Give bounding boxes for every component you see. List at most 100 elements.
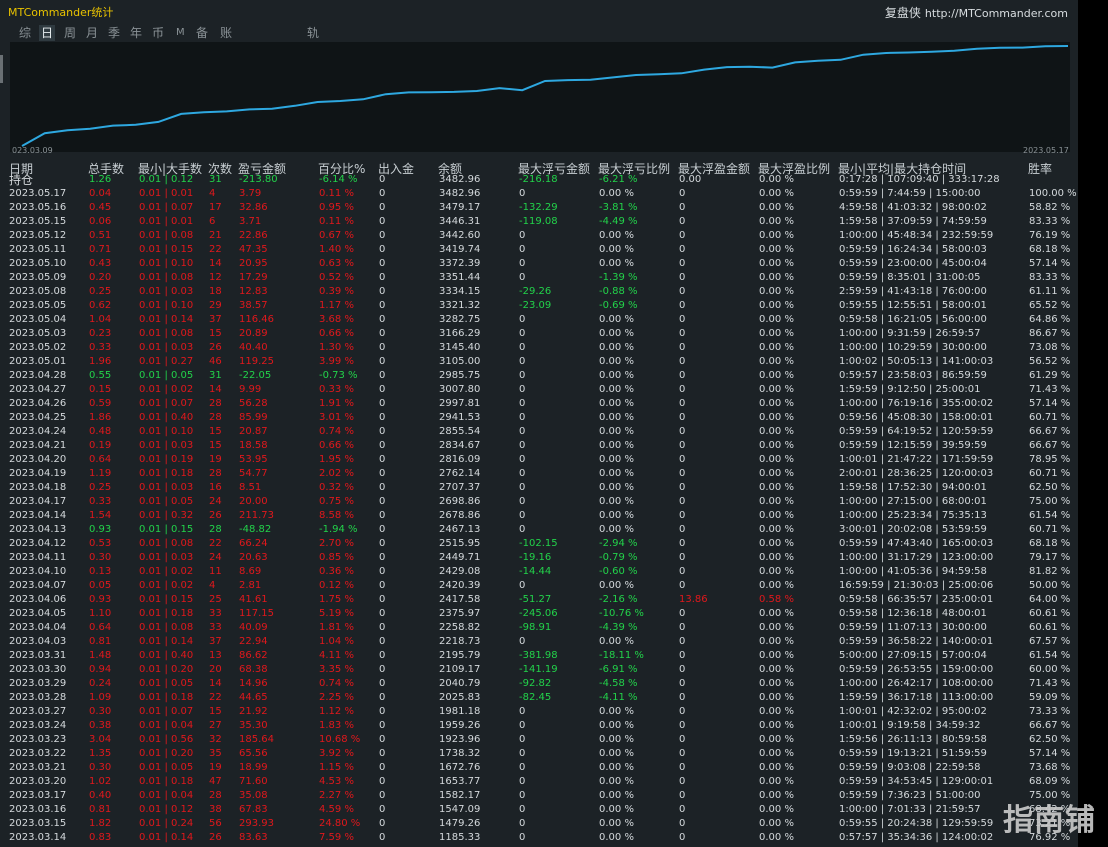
table-row[interactable]: 2023.03.16 0.81 0.01 | 0.12 38 67.83 4.59 % 0 1… (0, 803, 1078, 817)
tab-note[interactable]: 备 (196, 26, 209, 40)
table-row[interactable]: 2023.04.19 1.19 0.01 | 0.18 28 54.77 2.02 % 0 2… (0, 467, 1078, 481)
table-row[interactable]: 2023.03.15 1.82 0.01 | 0.24 56 293.93 24.80 %… (0, 817, 1078, 831)
table-row[interactable]: 2023.04.17 0.33 0.01 | 0.05 24 20.00 0.75 % 0 2… (0, 495, 1078, 509)
col-mfp-pct[interactable]: 最大浮盈比例 (758, 162, 831, 176)
table-row[interactable]: 2023.05.08 0.25 0.01 | 0.03 18 12.83 0.39 % 0 3… (0, 285, 1078, 299)
cell-count: 4 (209, 188, 216, 199)
table-row[interactable]: 2023.03.28 1.09 0.01 | 0.18 22 44.65 2.25 % 0 2… (0, 691, 1078, 705)
table-row[interactable]: 2023.04.10 0.13 0.01 | 0.02 11 8.69 0.36 % 0 24… (0, 565, 1078, 579)
tab-month[interactable]: 月 (86, 26, 99, 40)
table-row[interactable]: 2023.04.26 0.59 0.01 | 0.07 28 56.28 1.91 % 0 2… (0, 397, 1078, 411)
table-row[interactable]: 2023.05.01 1.96 0.01 | 0.27 46 119.25 3.99 % 0… (0, 355, 1078, 369)
table-row[interactable]: 2023.04.04 0.64 0.01 | 0.08 33 40.09 1.81 % 0 2… (0, 621, 1078, 635)
table-row[interactable]: 2023.05.16 0.45 0.01 | 0.07 17 32.86 0.95 % 0 3… (0, 201, 1078, 215)
cell-pct: 1.30 % (319, 342, 354, 353)
table-row[interactable]: 2023.05.10 0.43 0.01 | 0.10 14 20.95 0.63 % 0 3… (0, 257, 1078, 271)
table-row[interactable]: 2023.04.11 0.30 0.01 | 0.03 24 20.63 0.85 % 0 2… (0, 551, 1078, 565)
table-row[interactable]: 2023.04.21 0.19 0.01 | 0.03 15 18.58 0.66 % 0 2… (0, 439, 1078, 453)
tab-quarter[interactable]: 季 (108, 26, 121, 40)
cell-count: 22 (209, 244, 222, 255)
cell-mfp-amt: 0 (679, 832, 686, 843)
table-row[interactable]: 2023.04.07 0.05 0.01 | 0.02 4 2.81 0.12 % 0 242… (0, 579, 1078, 593)
table-row[interactable]: 2023.04.13 0.93 0.01 | 0.15 28 -48.82 -1.94 %… (0, 523, 1078, 537)
cell-io: 0 (379, 524, 386, 535)
cell-hold-time: 1:59:58 | 17:52:30 | 94:00:01 (839, 482, 987, 493)
table-row[interactable]: 2023.03.29 0.24 0.01 | 0.05 14 14.96 0.74 % 0 2… (0, 677, 1078, 691)
table-row[interactable]: 2023.03.27 0.30 0.01 | 0.07 15 21.92 1.12 % 0 1… (0, 705, 1078, 719)
table-row[interactable]: 2023.03.30 0.94 0.01 | 0.20 20 68.38 3.35 % 0 2… (0, 663, 1078, 677)
col-io[interactable]: 出入金 (378, 162, 415, 176)
table-row[interactable]: 2023.04.05 1.10 0.01 | 0.18 33 117.15 5.19 % 0… (0, 607, 1078, 621)
table-row[interactable]: 2023.05.05 0.62 0.01 | 0.10 29 38.57 1.17 % 0 3… (0, 299, 1078, 313)
holding-row[interactable]: 持仓 1.26 0.01 | 0.12 31 -213.80 -6.14 % 0… (0, 173, 1078, 187)
table-row[interactable]: 2023.04.18 0.25 0.01 | 0.03 16 8.51 0.32 % 0 27… (0, 481, 1078, 495)
tab-symbol[interactable]: 币 (152, 26, 165, 40)
table-row[interactable]: 2023.04.24 0.48 0.01 | 0.10 15 20.87 0.74 % 0 2… (0, 425, 1078, 439)
cell-lots: 0.04 (89, 188, 112, 199)
cell-mfp-pct: 0.00 % (759, 370, 794, 381)
col-mfl-amt[interactable]: 最大浮亏金额 (518, 162, 591, 176)
col-count[interactable]: 次数 (208, 162, 233, 176)
table-row[interactable]: 2023.05.12 0.51 0.01 | 0.08 21 22.86 0.67 % 0 3… (0, 229, 1078, 243)
col-hold-time[interactable]: 最小|平均|最大持仓时间 (838, 162, 967, 176)
cell-io: 0 (379, 300, 386, 311)
cell-mfl-amt: -51.27 (519, 594, 552, 605)
tab-week[interactable]: 周 (64, 26, 77, 40)
table-row[interactable]: 2023.05.02 0.33 0.01 | 0.03 26 40.40 1.30 % 0 3… (0, 341, 1078, 355)
col-balance[interactable]: 余额 (438, 162, 463, 176)
table-row[interactable]: 2023.04.12 0.53 0.01 | 0.08 22 66.24 2.70 % 0 2… (0, 537, 1078, 551)
col-winrate[interactable]: 胜率 (1028, 162, 1053, 176)
col-mfp-amt[interactable]: 最大浮盈金额 (678, 162, 751, 176)
table-row[interactable]: 2023.05.04 1.04 0.01 | 0.14 37 116.46 3.68 % 0… (0, 313, 1078, 327)
table-row[interactable]: 2023.04.20 0.64 0.01 | 0.19 19 53.95 1.95 % 0 2… (0, 453, 1078, 467)
col-pct[interactable]: 百分比% (318, 162, 366, 176)
table-row[interactable]: 2023.04.03 0.81 0.01 | 0.14 37 22.94 1.04 % 0 2… (0, 635, 1078, 649)
cell-date: 2023.05.10 (9, 258, 67, 269)
col-date[interactable]: 日期 (9, 162, 34, 176)
brand-header[interactable]: 复盘侠 http://MTCommander.com (885, 4, 1068, 21)
cell-mfp-pct: 0.00 % (759, 454, 794, 465)
tab-magic[interactable]: M (176, 27, 185, 38)
cell-hold-time: 1:00:01 | 21:47:22 | 171:59:59 (839, 454, 994, 465)
table-row[interactable]: 2023.03.17 0.40 0.01 | 0.04 28 35.08 2.27 % 0 1… (0, 789, 1078, 803)
table-row[interactable]: 2023.03.31 1.48 0.01 | 0.40 13 86.62 4.11 % 0 2… (0, 649, 1078, 663)
tab-day[interactable]: 日 (39, 25, 56, 41)
table-row[interactable]: 2023.03.21 0.30 0.01 | 0.05 19 18.99 1.15 % 0 1… (0, 761, 1078, 775)
table-row[interactable]: 2023.03.14 0.83 0.01 | 0.14 26 83.63 7.59 % 0 1… (0, 831, 1078, 845)
table-row[interactable]: 2023.04.14 1.54 0.01 | 0.32 26 211.73 8.58 % 0… (0, 509, 1078, 523)
cell-mfp-pct: 0.00 % (759, 440, 794, 451)
col-pnl[interactable]: 盈亏金额 (238, 162, 287, 176)
table-row[interactable]: 2023.04.28 0.55 0.01 | 0.05 31 -22.05 -0.73 %… (0, 369, 1078, 383)
col-mfl-pct[interactable]: 最大浮亏比例 (598, 162, 671, 176)
cell-io: 0 (379, 720, 386, 731)
table-row[interactable]: 2023.05.15 0.06 0.01 | 0.01 6 3.71 0.11 % 0 344… (0, 215, 1078, 229)
table-row[interactable]: 2023.03.23 3.04 0.01 | 0.56 32 185.64 10.68 %… (0, 733, 1078, 747)
cell-balance: 2678.86 (439, 510, 481, 521)
cell-mfp-amt: 0 (679, 636, 686, 647)
table-row[interactable]: 2023.05.09 0.20 0.01 | 0.08 12 17.29 0.52 % 0 3… (0, 271, 1078, 285)
table-row[interactable]: 2023.04.06 0.93 0.01 | 0.15 25 41.61 1.75 % 0 2… (0, 593, 1078, 607)
cell-mfl-pct: -6.91 % (599, 664, 638, 675)
table-row[interactable]: 2023.05.17 0.04 0.01 | 0.01 4 3.79 0.11 % 0 348… (0, 187, 1078, 201)
brand-url[interactable]: http://MTCommander.com (924, 7, 1068, 20)
tab-summary[interactable]: 综 (19, 26, 32, 40)
cell-io: 0 (379, 692, 386, 703)
col-minmax[interactable]: 最小|大手数 (138, 162, 203, 176)
cell-date: 2023.04.18 (9, 482, 67, 493)
tab-year[interactable]: 年 (130, 26, 143, 40)
table-row[interactable]: 2023.05.11 0.71 0.01 | 0.15 22 47.35 1.40 % 0 3… (0, 243, 1078, 257)
col-lots[interactable]: 总手数 (88, 162, 125, 176)
cell-date: 2023.05.03 (9, 328, 67, 339)
table-row[interactable]: 2023.03.20 1.02 0.01 | 0.18 47 71.60 4.53 % 0 1… (0, 775, 1078, 789)
table-row[interactable]: 2023.03.24 0.38 0.01 | 0.04 27 35.30 1.83 % 0 1… (0, 719, 1078, 733)
cell-pnl: 14.96 (239, 678, 268, 689)
table-row[interactable]: 2023.04.27 0.15 0.01 | 0.02 14 9.99 0.33 % 0 30… (0, 383, 1078, 397)
cell-minmax: 0.01 | 0.08 (139, 328, 194, 339)
cell-mfl-pct: 0.00 % (599, 496, 634, 507)
table-row[interactable]: 2023.03.22 1.35 0.01 | 0.20 35 65.56 3.92 % 0 1… (0, 747, 1078, 761)
cell-pct: 0.85 % (319, 552, 354, 563)
cell-balance: 1981.18 (439, 706, 481, 717)
table-row[interactable]: 2023.05.03 0.23 0.01 | 0.08 15 20.89 0.66 % 0 3… (0, 327, 1078, 341)
cell-minmax: 0.01 | 0.14 (139, 636, 194, 647)
table-row[interactable]: 2023.04.25 1.86 0.01 | 0.40 28 85.99 3.01 % 0 2… (0, 411, 1078, 425)
